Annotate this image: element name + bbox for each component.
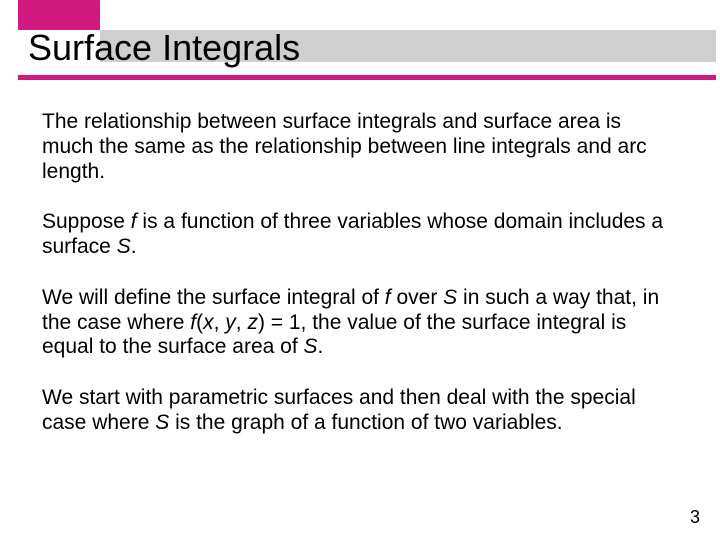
var-z: z bbox=[247, 311, 258, 334]
paragraph-3: We will define the surface integral of f… bbox=[42, 286, 670, 360]
accent-underline bbox=[18, 75, 716, 80]
content-area: The relationship between surface integra… bbox=[42, 110, 670, 462]
var-y: y bbox=[225, 311, 236, 334]
paragraph-4: We start with parametric surfaces and th… bbox=[42, 386, 670, 436]
text: , bbox=[236, 311, 248, 334]
var-S: S bbox=[155, 411, 169, 434]
text: over bbox=[391, 286, 444, 309]
paragraph-2: Suppose f is a function of three variabl… bbox=[42, 210, 670, 260]
var-x: x bbox=[203, 311, 214, 334]
accent-block bbox=[18, 0, 100, 30]
title-row: Surface Integrals bbox=[0, 30, 720, 80]
page-title: Surface Integrals bbox=[28, 30, 300, 66]
paragraph-1: The relationship between surface integra… bbox=[42, 110, 670, 184]
var-S: S bbox=[304, 335, 318, 358]
page-number: 3 bbox=[690, 507, 700, 528]
text: We will define the surface integral of bbox=[42, 286, 385, 309]
text: , bbox=[214, 311, 226, 334]
var-S: S bbox=[443, 286, 457, 309]
text: . bbox=[131, 235, 137, 258]
text: Suppose bbox=[42, 210, 131, 233]
text: . bbox=[318, 335, 324, 358]
var-S: S bbox=[117, 235, 131, 258]
text: is the graph of a function of two variab… bbox=[169, 411, 562, 434]
